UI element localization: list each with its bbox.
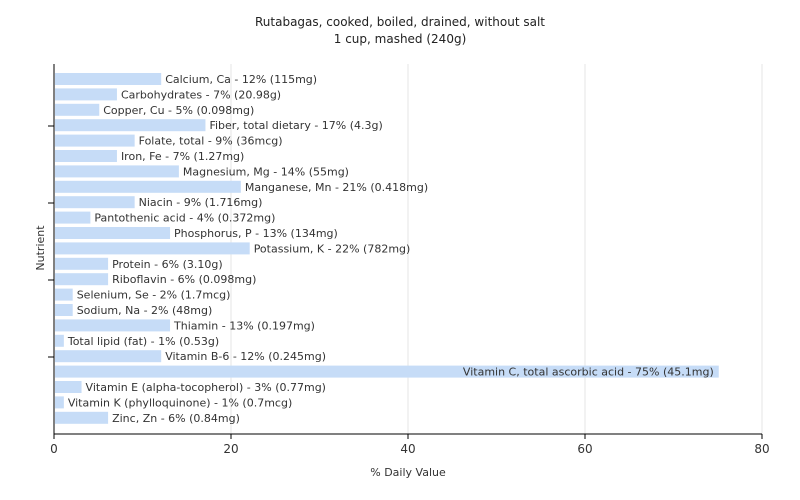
bar-label: Vitamin B-6 - 12% (0.245mg) <box>165 350 326 363</box>
bar <box>55 150 117 162</box>
bar-label: Phosphorus, P - 13% (134mg) <box>174 227 338 240</box>
bar <box>55 180 241 193</box>
bar <box>55 88 117 101</box>
bar-label: Pantothenic acid - 4% (0.372mg) <box>94 212 275 225</box>
bar <box>55 257 109 270</box>
bar <box>55 273 109 286</box>
x-axis-label: % Daily Value <box>370 466 446 479</box>
bar-label: Magnesium, Mg - 14% (55mg) <box>183 165 349 178</box>
bar-label: Riboflavin - 6% (0.098mg) <box>112 273 256 286</box>
bar <box>55 381 82 393</box>
bar <box>55 319 171 332</box>
x-tick-label: 0 <box>50 442 58 456</box>
bar-label: Vitamin K (phylloquinone) - 1% (0.7mcg) <box>68 396 292 409</box>
bar <box>55 103 100 116</box>
chart-title: Rutabagas, cooked, boiled, drained, with… <box>254 15 545 29</box>
bar-label: Fiber, total dietary - 17% (4.3g) <box>209 119 382 132</box>
bar <box>55 242 250 255</box>
axes: 0 20 40 60 80 <box>48 64 770 456</box>
bar <box>55 227 171 239</box>
bar-label: Thiamin - 13% (0.197mg) <box>173 319 315 332</box>
bar-label: Total lipid (fat) - 1% (0.53g) <box>67 335 219 348</box>
bar-label: Vitamin E (alpha-tocopherol) - 3% (0.77m… <box>86 381 326 394</box>
x-tick-label: 60 <box>577 442 592 456</box>
bar-label: Copper, Cu - 5% (0.098mg) <box>103 104 254 117</box>
bar <box>55 396 64 409</box>
bar-label: Folate, total - 9% (36mcg) <box>139 135 283 148</box>
bar <box>55 365 719 378</box>
bar <box>55 119 206 132</box>
bar-label: Vitamin C, total ascorbic acid - 75% (45… <box>463 366 714 379</box>
x-tick-label: 40 <box>400 442 415 456</box>
bar <box>55 73 162 85</box>
bar <box>55 304 73 316</box>
chart-subtitle: 1 cup, mashed (240g) <box>333 32 467 46</box>
bar-label: Iron, Fe - 7% (1.27mg) <box>121 150 244 163</box>
x-tick-label: 20 <box>223 442 238 456</box>
y-axis-label: Nutrient <box>34 225 47 271</box>
bar-label: Carbohydrates - 7% (20.98g) <box>121 88 281 101</box>
bar <box>55 334 64 347</box>
bar-label: Manganese, Mn - 21% (0.418mg) <box>245 181 428 194</box>
bar <box>55 196 135 209</box>
bar <box>55 411 109 424</box>
bar-label: Zinc, Zn - 6% (0.84mg) <box>112 412 240 425</box>
bar <box>55 288 73 301</box>
bar-label: Selenium, Se - 2% (1.7mcg) <box>77 289 231 302</box>
bar-label: Sodium, Na - 2% (48mg) <box>77 304 213 317</box>
bar-label: Calcium, Ca - 12% (115mg) <box>165 73 317 86</box>
bar-label: Potassium, K - 22% (782mg) <box>254 242 411 255</box>
bar <box>55 134 135 147</box>
bars: Calcium, Ca - 12% (115mg) Carbohydrates -… <box>55 73 719 425</box>
bar <box>55 350 162 363</box>
bar <box>55 211 91 224</box>
bar <box>55 165 179 178</box>
bar-label: Niacin - 9% (1.716mg) <box>139 196 263 209</box>
x-tick-label: 80 <box>754 442 769 456</box>
bar-label: Protein - 6% (3.10g) <box>112 258 223 271</box>
